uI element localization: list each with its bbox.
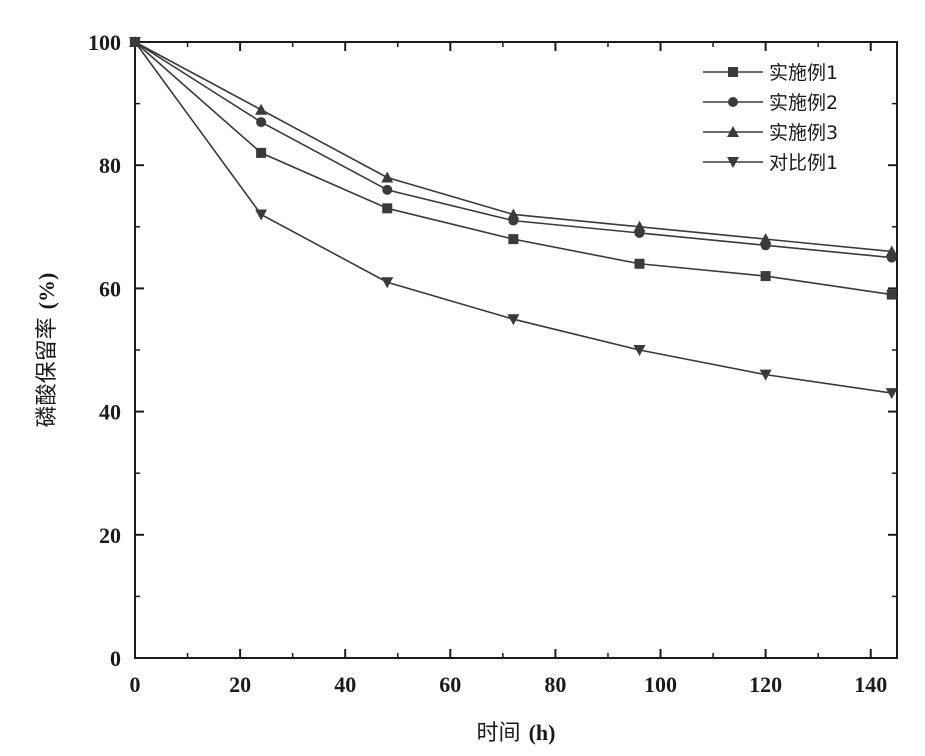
legend-marker [727,157,739,168]
x-tick-label: 80 [544,672,566,697]
legend-marker [727,126,739,137]
x-tick-label: 100 [644,672,677,697]
data-point [760,271,771,282]
y-tick-label: 60 [99,276,121,301]
data-point [886,289,897,300]
data-point [885,388,898,400]
data-point [382,184,393,195]
legend-marker [728,67,738,77]
legend-label: 实施例3 [769,122,838,144]
legend-item: 实施例2 [703,92,838,114]
data-point [633,220,646,232]
data-point [381,171,394,183]
x-tick-label: 0 [130,672,141,697]
legend-item: 对比例1 [703,152,838,174]
legend: 实施例1 实施例2 实施例3 对比例1 [703,62,838,174]
legend-item: 实施例1 [703,62,838,84]
series-4 [129,37,898,400]
data-point [256,117,267,128]
legend-item: 实施例3 [703,122,838,144]
y-axis-title-main: 磷酸保留率 [35,317,60,427]
data-point [129,37,141,48]
x-axis-title: 时间 (h) [477,720,556,746]
y-tick-label: 20 [99,523,121,548]
legend-label: 实施例1 [769,62,838,84]
data-point [885,245,898,257]
x-axis-title-unit: (h) [529,720,556,745]
data-point [759,369,772,381]
data-point [507,208,520,220]
y-tick-label: 100 [88,30,121,55]
legend-marker [728,97,738,107]
y-axis-title-unit: (%) [34,273,59,310]
x-tick-label: 40 [334,672,356,697]
data-point [507,314,520,326]
ticks: 0 20 40 60 80 100 120 140 0 20 40 60 80 100 [88,30,897,697]
series-group [129,36,898,400]
data-point [255,209,268,221]
data-point [508,234,519,245]
data-point [759,233,772,245]
y-tick-label: 80 [99,153,121,178]
data-point [633,345,646,356]
data-point [256,147,267,158]
data-point [382,203,393,214]
x-tick-label: 20 [229,672,251,697]
legend-label: 对比例1 [769,152,838,174]
x-tick-label: 120 [749,672,782,697]
y-tick-label: 0 [110,646,121,671]
legend-label: 实施例2 [769,92,838,114]
y-tick-label: 40 [99,400,121,425]
data-point [255,103,268,115]
series-1 [130,37,897,300]
y-axis-title: 磷酸保留率 (%) [34,273,60,428]
x-tick-label: 60 [439,672,461,697]
data-point [381,277,394,289]
x-tick-label: 140 [854,672,887,697]
series-3 [129,36,898,257]
x-axis-title-main: 时间 [477,721,521,746]
data-point [634,258,645,269]
